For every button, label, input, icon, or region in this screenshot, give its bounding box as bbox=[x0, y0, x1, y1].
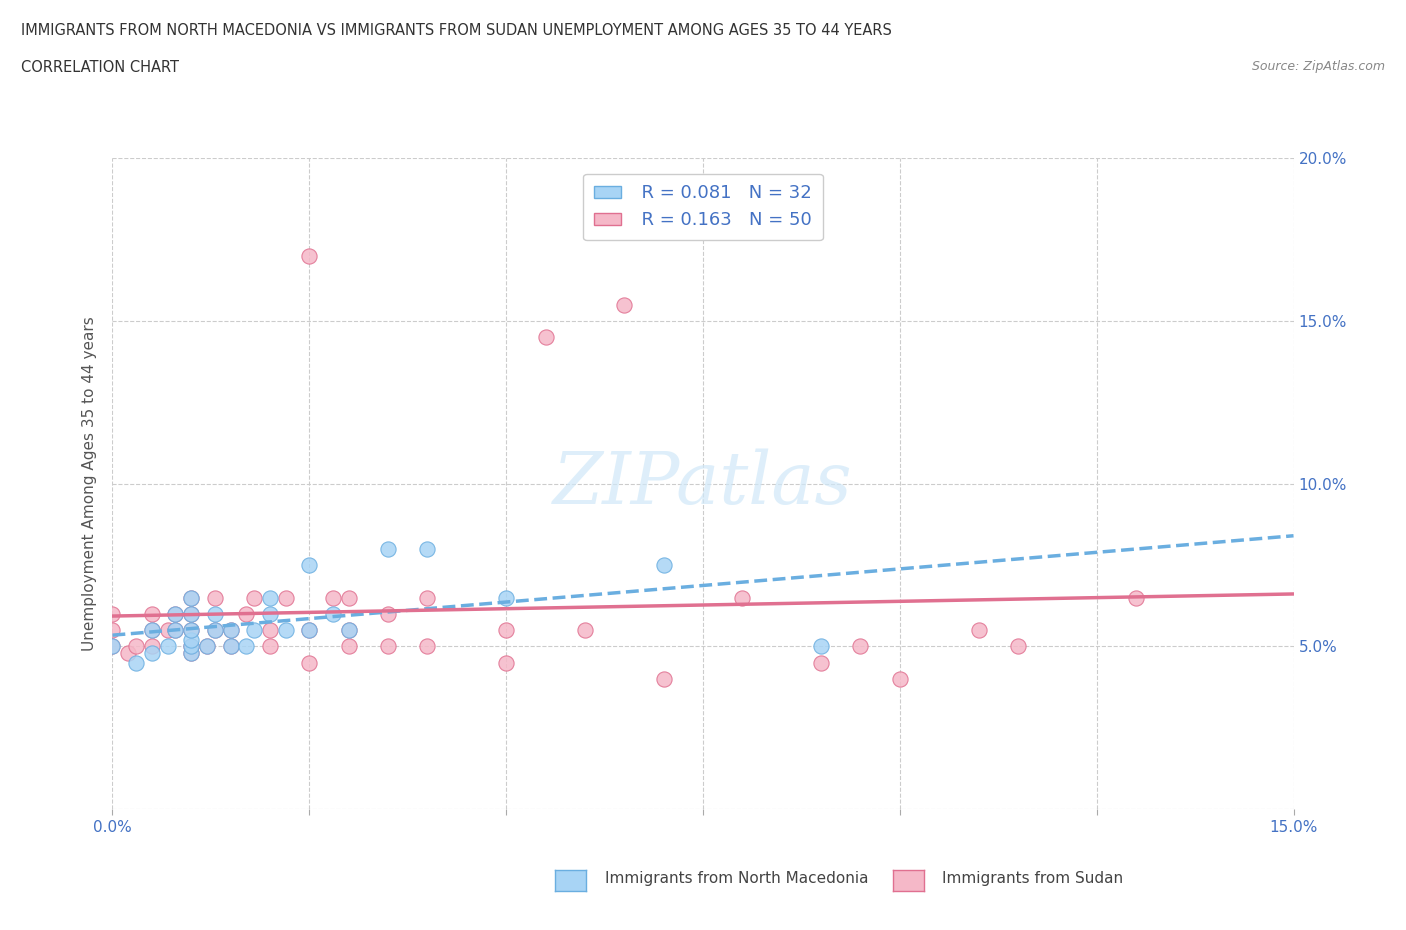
Point bbox=[495, 590, 517, 604]
Text: ZIPatlas: ZIPatlas bbox=[553, 448, 853, 519]
Point bbox=[243, 590, 266, 604]
Point bbox=[810, 655, 832, 670]
Point bbox=[125, 655, 148, 670]
Point bbox=[1007, 639, 1029, 654]
Text: CORRELATION CHART: CORRELATION CHART bbox=[21, 60, 179, 75]
Point bbox=[125, 639, 148, 654]
Point bbox=[416, 639, 439, 654]
Point bbox=[180, 639, 202, 654]
Point bbox=[235, 639, 257, 654]
Text: Immigrants from North Macedonia: Immigrants from North Macedonia bbox=[605, 871, 868, 886]
Point bbox=[204, 606, 226, 621]
Point bbox=[967, 623, 990, 638]
Point bbox=[1125, 590, 1147, 604]
Point bbox=[117, 645, 139, 660]
Point bbox=[180, 645, 202, 660]
Point bbox=[298, 655, 321, 670]
Point bbox=[322, 606, 344, 621]
Point bbox=[180, 590, 202, 604]
Point bbox=[204, 590, 226, 604]
Point bbox=[180, 623, 202, 638]
Point bbox=[259, 606, 281, 621]
Point bbox=[101, 639, 124, 654]
Point bbox=[204, 623, 226, 638]
Point bbox=[574, 623, 596, 638]
Point bbox=[180, 623, 202, 638]
Point bbox=[204, 623, 226, 638]
Point bbox=[495, 655, 517, 670]
Point bbox=[652, 671, 675, 686]
Point bbox=[219, 623, 242, 638]
Point bbox=[165, 606, 187, 621]
Point bbox=[180, 632, 202, 647]
Point bbox=[141, 639, 163, 654]
Point bbox=[219, 623, 242, 638]
Point bbox=[195, 639, 218, 654]
Point bbox=[156, 623, 179, 638]
Point bbox=[180, 606, 202, 621]
Text: Immigrants from Sudan: Immigrants from Sudan bbox=[942, 871, 1123, 886]
Legend:   R = 0.081   N = 32,   R = 0.163   N = 50: R = 0.081 N = 32, R = 0.163 N = 50 bbox=[583, 174, 823, 240]
Text: Source: ZipAtlas.com: Source: ZipAtlas.com bbox=[1251, 60, 1385, 73]
Point bbox=[495, 623, 517, 638]
Point bbox=[141, 645, 163, 660]
Point bbox=[849, 639, 872, 654]
Point bbox=[165, 623, 187, 638]
Point bbox=[101, 606, 124, 621]
Point bbox=[377, 606, 399, 621]
Point bbox=[235, 606, 257, 621]
Point bbox=[534, 330, 557, 345]
Point bbox=[377, 639, 399, 654]
Point bbox=[810, 639, 832, 654]
Point bbox=[337, 623, 360, 638]
Point bbox=[337, 639, 360, 654]
Point bbox=[180, 606, 202, 621]
Y-axis label: Unemployment Among Ages 35 to 44 years: Unemployment Among Ages 35 to 44 years bbox=[82, 316, 97, 651]
Point bbox=[298, 248, 321, 263]
Point bbox=[322, 590, 344, 604]
Point bbox=[141, 623, 163, 638]
Point bbox=[652, 558, 675, 573]
Point bbox=[165, 623, 187, 638]
Point bbox=[219, 639, 242, 654]
Point bbox=[156, 639, 179, 654]
Point bbox=[141, 606, 163, 621]
Point bbox=[219, 639, 242, 654]
Point bbox=[731, 590, 754, 604]
Point bbox=[337, 590, 360, 604]
Point bbox=[180, 639, 202, 654]
Point bbox=[889, 671, 911, 686]
Point bbox=[165, 606, 187, 621]
Point bbox=[141, 623, 163, 638]
Point bbox=[298, 623, 321, 638]
Point bbox=[274, 590, 297, 604]
Point bbox=[195, 639, 218, 654]
Point bbox=[101, 639, 124, 654]
Point bbox=[298, 623, 321, 638]
Point bbox=[243, 623, 266, 638]
Point bbox=[416, 590, 439, 604]
Point bbox=[259, 590, 281, 604]
Point bbox=[337, 623, 360, 638]
Text: IMMIGRANTS FROM NORTH MACEDONIA VS IMMIGRANTS FROM SUDAN UNEMPLOYMENT AMONG AGES: IMMIGRANTS FROM NORTH MACEDONIA VS IMMIG… bbox=[21, 23, 891, 38]
Point bbox=[274, 623, 297, 638]
Point bbox=[377, 541, 399, 556]
Point bbox=[416, 541, 439, 556]
Point bbox=[180, 645, 202, 660]
Point bbox=[298, 558, 321, 573]
Point bbox=[180, 590, 202, 604]
Point bbox=[259, 623, 281, 638]
Point bbox=[613, 298, 636, 312]
Point bbox=[259, 639, 281, 654]
Point bbox=[101, 623, 124, 638]
